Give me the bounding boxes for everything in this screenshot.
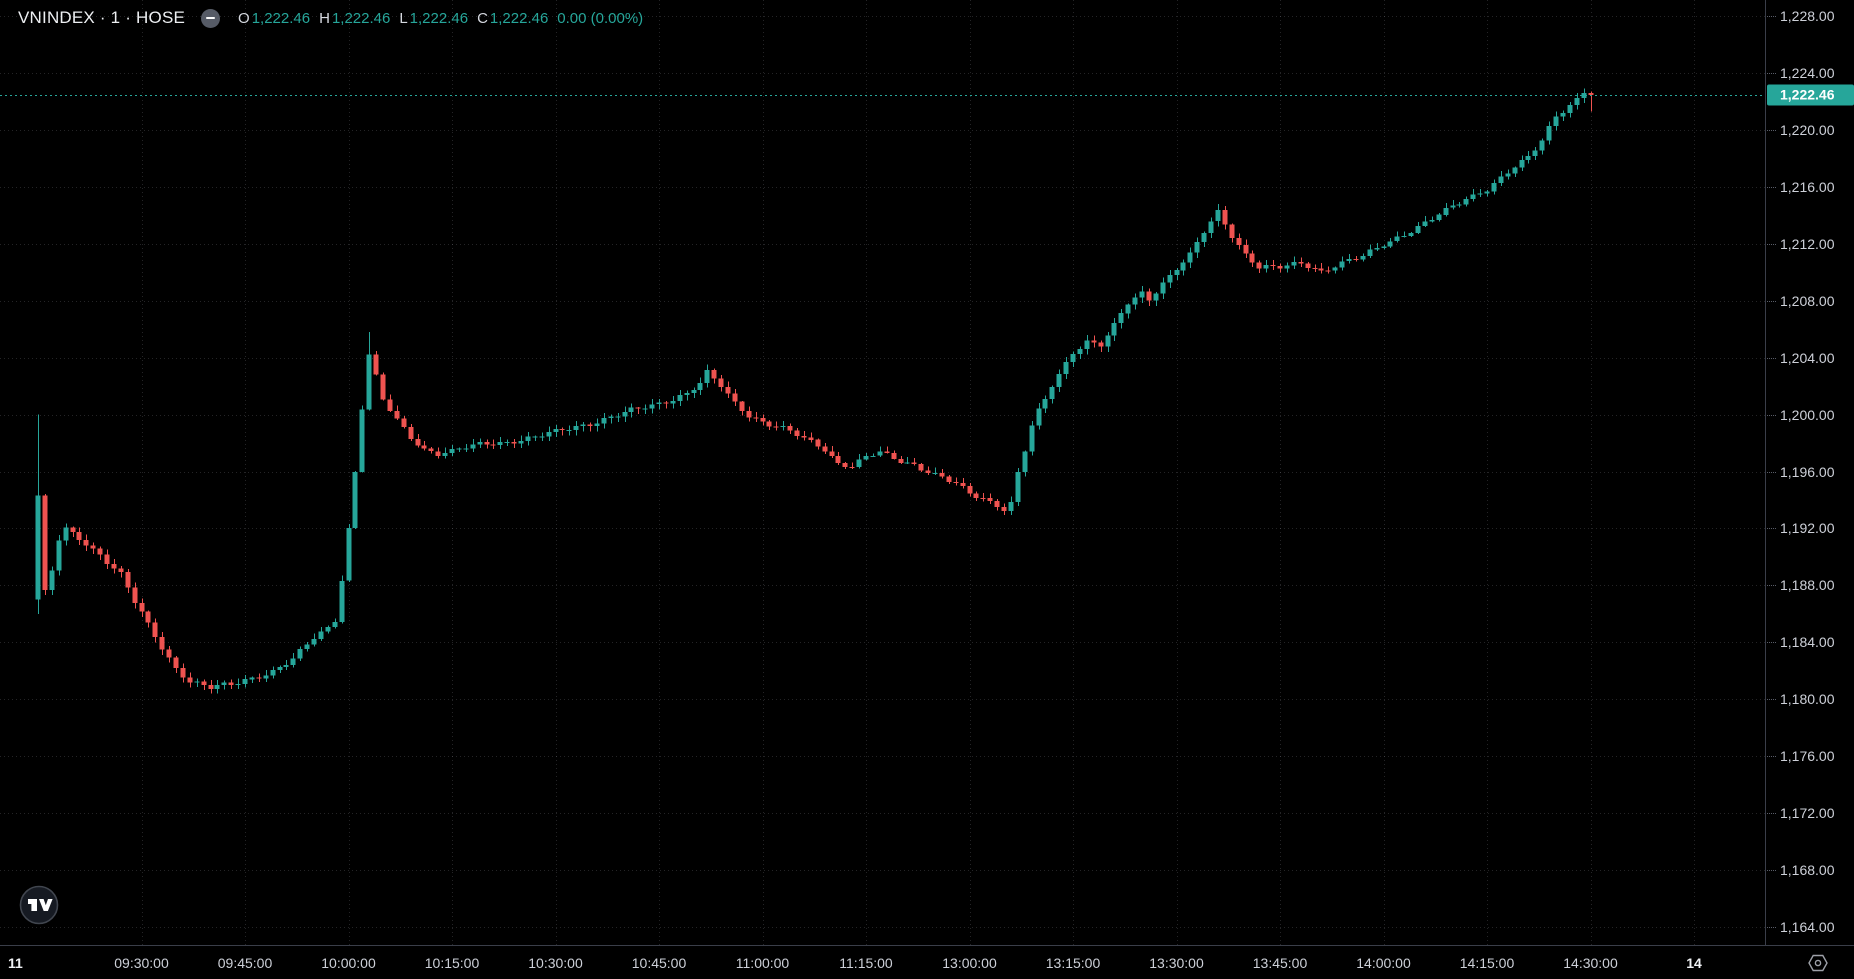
minus-icon	[206, 16, 216, 20]
time-axis-label: 14:00:00	[1356, 954, 1411, 971]
low-label: L	[399, 9, 408, 27]
time-axis-label: 13:00:00	[942, 954, 997, 971]
day-axis-label: 14	[1686, 954, 1702, 971]
open-label: O	[238, 9, 250, 27]
close-label: C	[477, 9, 488, 27]
chart-plot-area[interactable]: VNINDEX · 1 · HOSE O 1,222.46 H 1,222.46 L…	[0, 0, 1765, 945]
price-axis-label: 1,196.00	[1766, 464, 1854, 480]
high-label: H	[319, 9, 330, 27]
change-value: 0.00 (0.00%)	[557, 9, 644, 27]
ohlc-readout: O 1,222.46 H 1,222.46 L 1,222.46 C 1,222.46 …	[238, 10, 643, 27]
price-axis-label: 1,164.00	[1766, 919, 1854, 935]
axis-settings-icon[interactable]	[1806, 951, 1830, 975]
symbol-legend: VNINDEX · 1 · HOSE O 1,222.46 H 1,222.46 L…	[18, 5, 643, 31]
price-axis-label: 1,188.00	[1766, 577, 1854, 593]
day-axis-label: 11	[8, 954, 23, 971]
time-axis-label: 11:15:00	[839, 954, 893, 971]
time-axis-label: 13:15:00	[1045, 954, 1101, 971]
time-axis-label: 10:15:00	[424, 954, 480, 971]
candles	[35, 88, 1594, 694]
price-axis-label: 1,176.00	[1766, 748, 1854, 764]
open-value: 1,222.46	[251, 9, 311, 27]
gridlines	[0, 0, 1765, 945]
price-axis-label: 1,212.00	[1766, 236, 1854, 252]
time-axis[interactable]: 11 09:30:00 09:45:00 10:00:00 10:15:00 10:30:…	[0, 945, 1854, 979]
price-axis-label: 1,172.00	[1766, 805, 1854, 821]
symbol-title[interactable]: VNINDEX · 1 · HOSE	[18, 8, 186, 27]
price-axis-label: 1,168.00	[1766, 862, 1854, 878]
time-axis-label: 10:00:00	[321, 954, 376, 971]
tradingview-logo[interactable]	[19, 885, 59, 925]
price-axis-label: 1,200.00	[1766, 407, 1854, 423]
high-value: 1,222.46	[331, 9, 391, 27]
candlestick-chart[interactable]	[0, 0, 1765, 945]
time-axis-label: 09:45:00	[217, 954, 273, 971]
close-value: 1,222.46	[489, 9, 549, 27]
price-axis-label: 1,192.00	[1766, 520, 1854, 536]
time-axis-label: 13:45:00	[1252, 954, 1308, 971]
time-axis-label: 09:30:00	[114, 954, 169, 971]
price-axis-label: 1,224.00	[1766, 65, 1854, 81]
time-axis-label: 13:30:00	[1149, 954, 1204, 971]
legend-visibility-toggle[interactable]	[201, 8, 221, 28]
time-axis-label: 10:30:00	[528, 954, 583, 971]
last-price-label: 1,222.46	[1767, 84, 1854, 106]
time-axis-label: 14:30:00	[1563, 954, 1618, 971]
time-axis-label: 10:45:00	[631, 954, 687, 971]
time-axis-label: 11:00:00	[735, 954, 790, 971]
price-axis-label: 1,184.00	[1766, 634, 1854, 650]
price-axis-label: 1,216.00	[1766, 179, 1854, 195]
price-axis-label: 1,180.00	[1766, 691, 1854, 707]
price-axis-label: 1,208.00	[1766, 293, 1854, 309]
price-axis-label: 1,204.00	[1766, 350, 1854, 366]
low-value: 1,222.46	[409, 9, 469, 27]
price-axis-label: 1,220.00	[1766, 122, 1854, 138]
price-axis-label: 1,228.00	[1766, 8, 1854, 24]
time-axis-label: 14:15:00	[1459, 954, 1515, 971]
price-axis[interactable]: 1,222.46 1,228.00 1,224.00 1,220.00 1,216.0…	[1765, 0, 1854, 945]
